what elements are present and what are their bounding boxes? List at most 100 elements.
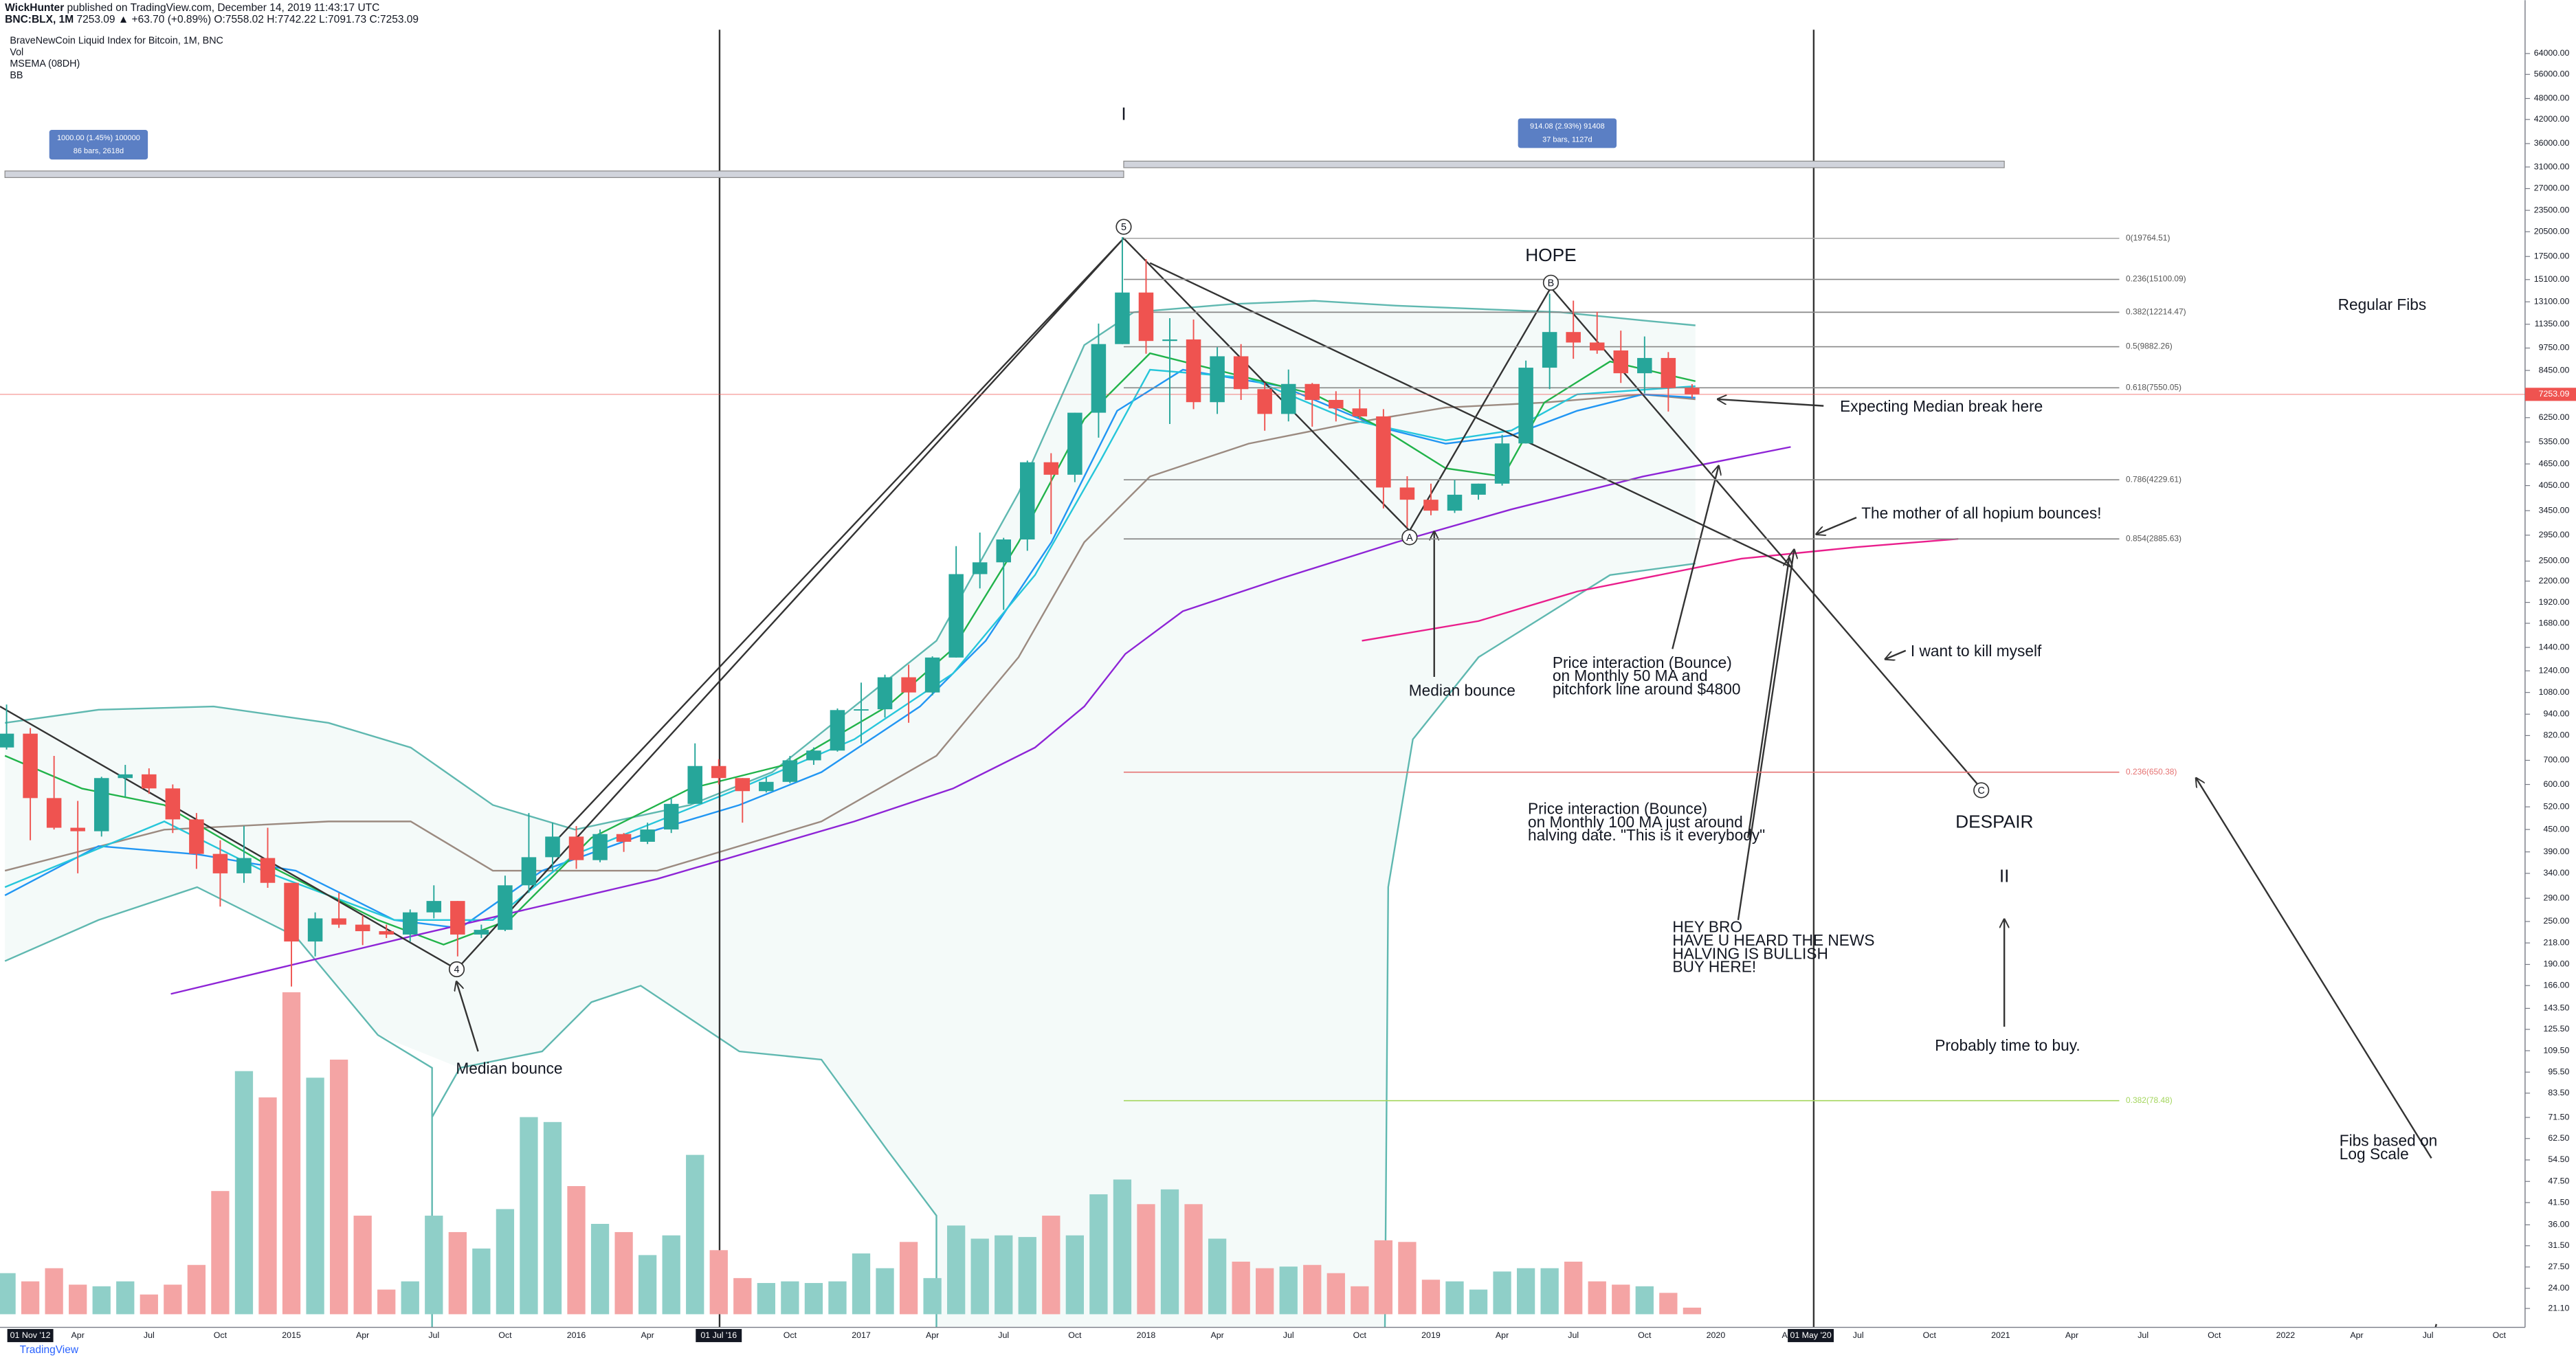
measure-label: 86 bars, 2618d bbox=[74, 147, 124, 155]
y-tick-label: 125.50 bbox=[2543, 1024, 2569, 1034]
legend-item: BraveNewCoin Liquid Index for Bitcoin, 1… bbox=[10, 36, 223, 47]
x-tick-label: Jul bbox=[2423, 1330, 2434, 1340]
candle-body bbox=[1566, 332, 1581, 343]
y-tick-label: 290.00 bbox=[2543, 893, 2569, 902]
x-tick-label: Apr bbox=[926, 1330, 939, 1340]
x-tick-label: Oct bbox=[1923, 1330, 1937, 1340]
candle-body bbox=[1280, 383, 1296, 414]
x-tick-label: Oct bbox=[214, 1330, 227, 1340]
y-tick-label: 1080.00 bbox=[2539, 687, 2570, 697]
y-tick-label: 47.50 bbox=[2548, 1176, 2569, 1186]
y-tick-label: 42000.00 bbox=[2534, 114, 2570, 124]
wave-circle bbox=[1401, 529, 1418, 546]
y-tick-label: 36000.00 bbox=[2534, 138, 2570, 148]
candle-body bbox=[568, 836, 584, 860]
candle-body bbox=[996, 539, 1011, 563]
annotation: Fibs based on bbox=[2340, 1131, 2438, 1149]
candle-body bbox=[426, 901, 442, 913]
y-tick-label: 1240.00 bbox=[2539, 665, 2570, 675]
candle-body bbox=[1542, 332, 1557, 368]
volume-bar bbox=[0, 1273, 16, 1315]
annotation: II bbox=[1999, 866, 2010, 886]
volume-bar bbox=[804, 1283, 823, 1315]
candle-body bbox=[23, 733, 38, 799]
y-tick-label: 56000.00 bbox=[2534, 69, 2570, 79]
candle-body bbox=[806, 750, 821, 761]
candle-body bbox=[1067, 412, 1082, 475]
volume-bar bbox=[686, 1154, 704, 1315]
volume-bar bbox=[1588, 1281, 1606, 1315]
x-tick-label: Apr bbox=[1496, 1330, 1509, 1340]
y-tick-label: 4050.00 bbox=[2539, 480, 2570, 490]
y-tick-label: 2950.00 bbox=[2539, 530, 2570, 539]
candle-body bbox=[1423, 500, 1439, 511]
y-tick-label: 36.00 bbox=[2548, 1220, 2569, 1229]
volume-bar bbox=[1612, 1284, 1630, 1315]
volume-bar bbox=[995, 1235, 1013, 1315]
candle-body bbox=[450, 901, 465, 935]
volume-bar bbox=[1421, 1280, 1441, 1315]
volume-bar bbox=[306, 1078, 324, 1315]
y-tick-label: 64000.00 bbox=[2534, 48, 2570, 58]
annotation: I want to kill myself bbox=[1911, 642, 2042, 660]
y-tick-label: 1680.00 bbox=[2539, 618, 2570, 627]
bb-fill bbox=[5, 300, 1696, 1328]
x-tick-label: Jul bbox=[998, 1330, 1009, 1340]
candle-body bbox=[70, 827, 85, 831]
fib-label: 0.382(12214.47) bbox=[2126, 307, 2186, 317]
candle-body bbox=[1518, 368, 1533, 444]
y-tick-label: 24.00 bbox=[2548, 1283, 2569, 1293]
y-tick-label: 71.50 bbox=[2548, 1112, 2569, 1121]
volume-bar bbox=[876, 1268, 894, 1315]
volume-bar bbox=[1540, 1268, 1559, 1315]
y-tick-label: 8450.00 bbox=[2539, 365, 2570, 375]
volume-bar bbox=[1208, 1238, 1227, 1315]
candle-body bbox=[236, 858, 252, 873]
y-tick-label: 4650.00 bbox=[2539, 458, 2570, 468]
x-tick-label: Oct bbox=[498, 1330, 512, 1340]
y-tick-label: 143.50 bbox=[2543, 1003, 2569, 1013]
candle-body bbox=[355, 924, 370, 932]
wave-circle bbox=[1542, 274, 1559, 291]
y-tick-label: 15100.00 bbox=[2534, 274, 2570, 284]
bb-upper bbox=[5, 300, 1696, 831]
y-tick-label: 1920.00 bbox=[2539, 597, 2570, 607]
volume-bar bbox=[1232, 1261, 1250, 1315]
x-tick-label: Oct bbox=[2493, 1330, 2507, 1340]
wave-label: 4 bbox=[454, 964, 460, 975]
candle-body bbox=[1494, 443, 1510, 484]
time-axis bbox=[0, 1327, 2576, 1362]
candle-body bbox=[498, 885, 513, 930]
volume-bar bbox=[258, 1097, 277, 1315]
volume-bar bbox=[1635, 1286, 1654, 1315]
annotation: The mother of all hopium bounces! bbox=[1861, 504, 2101, 522]
annotation: on Monthly 50 MA and bbox=[1553, 667, 1708, 684]
annotation: HOPE bbox=[1525, 245, 1576, 265]
candle-body bbox=[972, 562, 988, 574]
volume-bar bbox=[282, 992, 301, 1315]
fib-label: 0.618(7550.05) bbox=[2126, 382, 2181, 392]
volume-bar bbox=[899, 1242, 918, 1315]
candle-body bbox=[545, 836, 560, 858]
wave-circle bbox=[1115, 219, 1132, 235]
candle-body bbox=[1091, 344, 1107, 413]
y-tick-label: 940.00 bbox=[2543, 709, 2569, 719]
candle-body bbox=[663, 803, 679, 830]
y-tick-label: 3450.00 bbox=[2539, 505, 2570, 515]
volume-bar bbox=[448, 1231, 467, 1315]
bb-basis bbox=[4, 393, 1696, 872]
x-tick-label: 2016 bbox=[567, 1330, 586, 1340]
y-tick-label: 700.00 bbox=[2543, 755, 2569, 765]
published: published on TradingView.com, December 1… bbox=[67, 2, 380, 14]
last-price-label: 7253.09 bbox=[2539, 389, 2570, 399]
volume-bar bbox=[638, 1255, 657, 1315]
arrows bbox=[1747, 559, 1789, 838]
ma-100 bbox=[1362, 538, 1959, 642]
volume-bar bbox=[1564, 1261, 1583, 1315]
arrows bbox=[1886, 649, 1907, 659]
measure-label: 914.08 (2.93%) 91408 bbox=[1530, 122, 1605, 131]
candle-body bbox=[1637, 357, 1652, 374]
x-tick-label: Apr bbox=[71, 1330, 85, 1340]
x-tick-highlight bbox=[696, 1328, 742, 1343]
candle-body bbox=[402, 912, 418, 935]
